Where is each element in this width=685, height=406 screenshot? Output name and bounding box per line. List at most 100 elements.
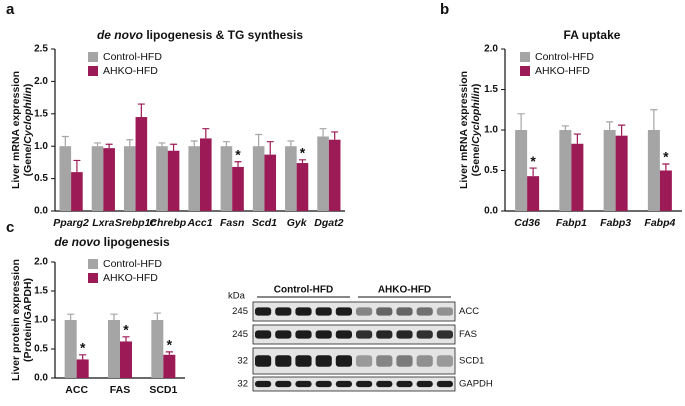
error-bar (165, 351, 173, 355)
y-axis-label: (Protein/GAPDH) (22, 278, 34, 362)
blot-label: FAS (459, 329, 477, 340)
text-part: ) (22, 84, 34, 88)
bar (296, 163, 309, 211)
blot-band (376, 330, 393, 339)
text-part: lipogenesis (100, 235, 170, 249)
blot-band (295, 307, 312, 316)
blot-label: GAPDH (459, 379, 493, 390)
legend-swatch (88, 259, 98, 269)
blot-band (275, 355, 292, 367)
bar (527, 176, 540, 211)
panel-label: b (440, 1, 449, 18)
bar (120, 341, 132, 378)
blot-band (416, 380, 433, 388)
blot-band (315, 380, 332, 388)
blot-band (396, 330, 413, 339)
x-tick-label: Fabp3 (600, 217, 631, 229)
x-tick-label: FAS (110, 384, 130, 396)
blot-band (416, 355, 433, 367)
y-tick-label: 0.0 (34, 206, 48, 217)
blot-band (315, 355, 332, 367)
y-axis-label: (Gene/Cyclophilin) (470, 84, 482, 177)
bar (559, 130, 572, 211)
error-bar (561, 125, 569, 130)
blot-band (356, 380, 373, 388)
blot-unit: kDa (228, 291, 246, 302)
blot-band (396, 380, 413, 388)
blot-band (335, 330, 352, 339)
text-part: de novo (54, 235, 100, 249)
y-tick-label: 0.0 (484, 206, 498, 217)
blot-band (376, 307, 393, 316)
error-bar (153, 312, 161, 320)
blot-band (436, 355, 453, 367)
bar (71, 172, 83, 211)
bar (220, 146, 233, 211)
bar (200, 138, 212, 211)
blot-band (295, 380, 312, 388)
legend-label: AHKO-HFD (535, 65, 590, 77)
error-bar (190, 140, 198, 147)
bar (108, 320, 120, 378)
bar (151, 320, 164, 378)
bar (252, 146, 265, 211)
blot-band (335, 307, 352, 316)
error-bar (234, 161, 242, 167)
y-tick-label: 2.0 (34, 76, 48, 87)
significance: * (235, 146, 241, 162)
blot-marker: 245 (232, 329, 248, 340)
legend-swatch (520, 66, 530, 76)
text-part: Cyclophilin (22, 87, 34, 144)
y-tick-label: 1.0 (34, 141, 48, 152)
blot-band (436, 380, 453, 388)
blot-band (356, 307, 373, 316)
error-bar (319, 128, 327, 137)
bar (135, 117, 148, 211)
blot-band (275, 330, 292, 339)
blot-band (335, 380, 352, 388)
blot-label: ACC (459, 306, 479, 317)
blot-band (436, 307, 453, 316)
blot-band (396, 307, 413, 316)
y-axis-label: Liver mRNA expression (10, 71, 22, 189)
text-part: Cyclophilin (470, 87, 482, 144)
error-bar (266, 141, 274, 155)
blot-band (376, 380, 393, 388)
y-axis-label: (Gene/Cyclophilin) (22, 84, 34, 177)
error-bar (517, 113, 525, 130)
y-tick-label: 1.5 (34, 286, 48, 297)
legend-label: Control-HFD (103, 51, 162, 63)
text-part: FA uptake (564, 28, 621, 42)
blot-band (416, 307, 433, 316)
legend-label: Control-HFD (103, 258, 162, 270)
blot-band (295, 355, 312, 367)
error-bar (331, 131, 339, 140)
bar (64, 320, 77, 378)
significance: * (663, 149, 669, 165)
y-tick-label: 0.5 (34, 173, 48, 184)
y-axis-label: Liver mRNA expression (458, 71, 470, 189)
legend-swatch (520, 52, 530, 62)
error-bar (573, 133, 581, 144)
x-tick-label: Srebp1c (115, 217, 157, 229)
error-bar (170, 143, 178, 151)
bar (163, 354, 176, 378)
blot-band (356, 355, 373, 367)
error-bar (105, 143, 113, 149)
blot-band (255, 330, 272, 339)
x-tick-label: Fasn (220, 217, 245, 229)
text-part: Liver protein expression (10, 259, 22, 381)
y-tick-label: 1.5 (484, 84, 498, 95)
text-part: (Protein/GAPDH) (22, 278, 34, 362)
bar (615, 135, 628, 211)
y-axis-label: Liver protein expression (10, 259, 22, 381)
panel-label: c (6, 219, 14, 236)
x-tick-label: Fabp4 (644, 217, 675, 229)
legend-swatch (88, 66, 98, 76)
error-bar (255, 133, 263, 147)
text-part: lipogenesis & TG synthesis (143, 28, 303, 42)
y-tick-label: 2.0 (34, 257, 48, 268)
error-bar (606, 121, 614, 130)
blot-band (356, 330, 373, 339)
blot-band (315, 307, 332, 316)
